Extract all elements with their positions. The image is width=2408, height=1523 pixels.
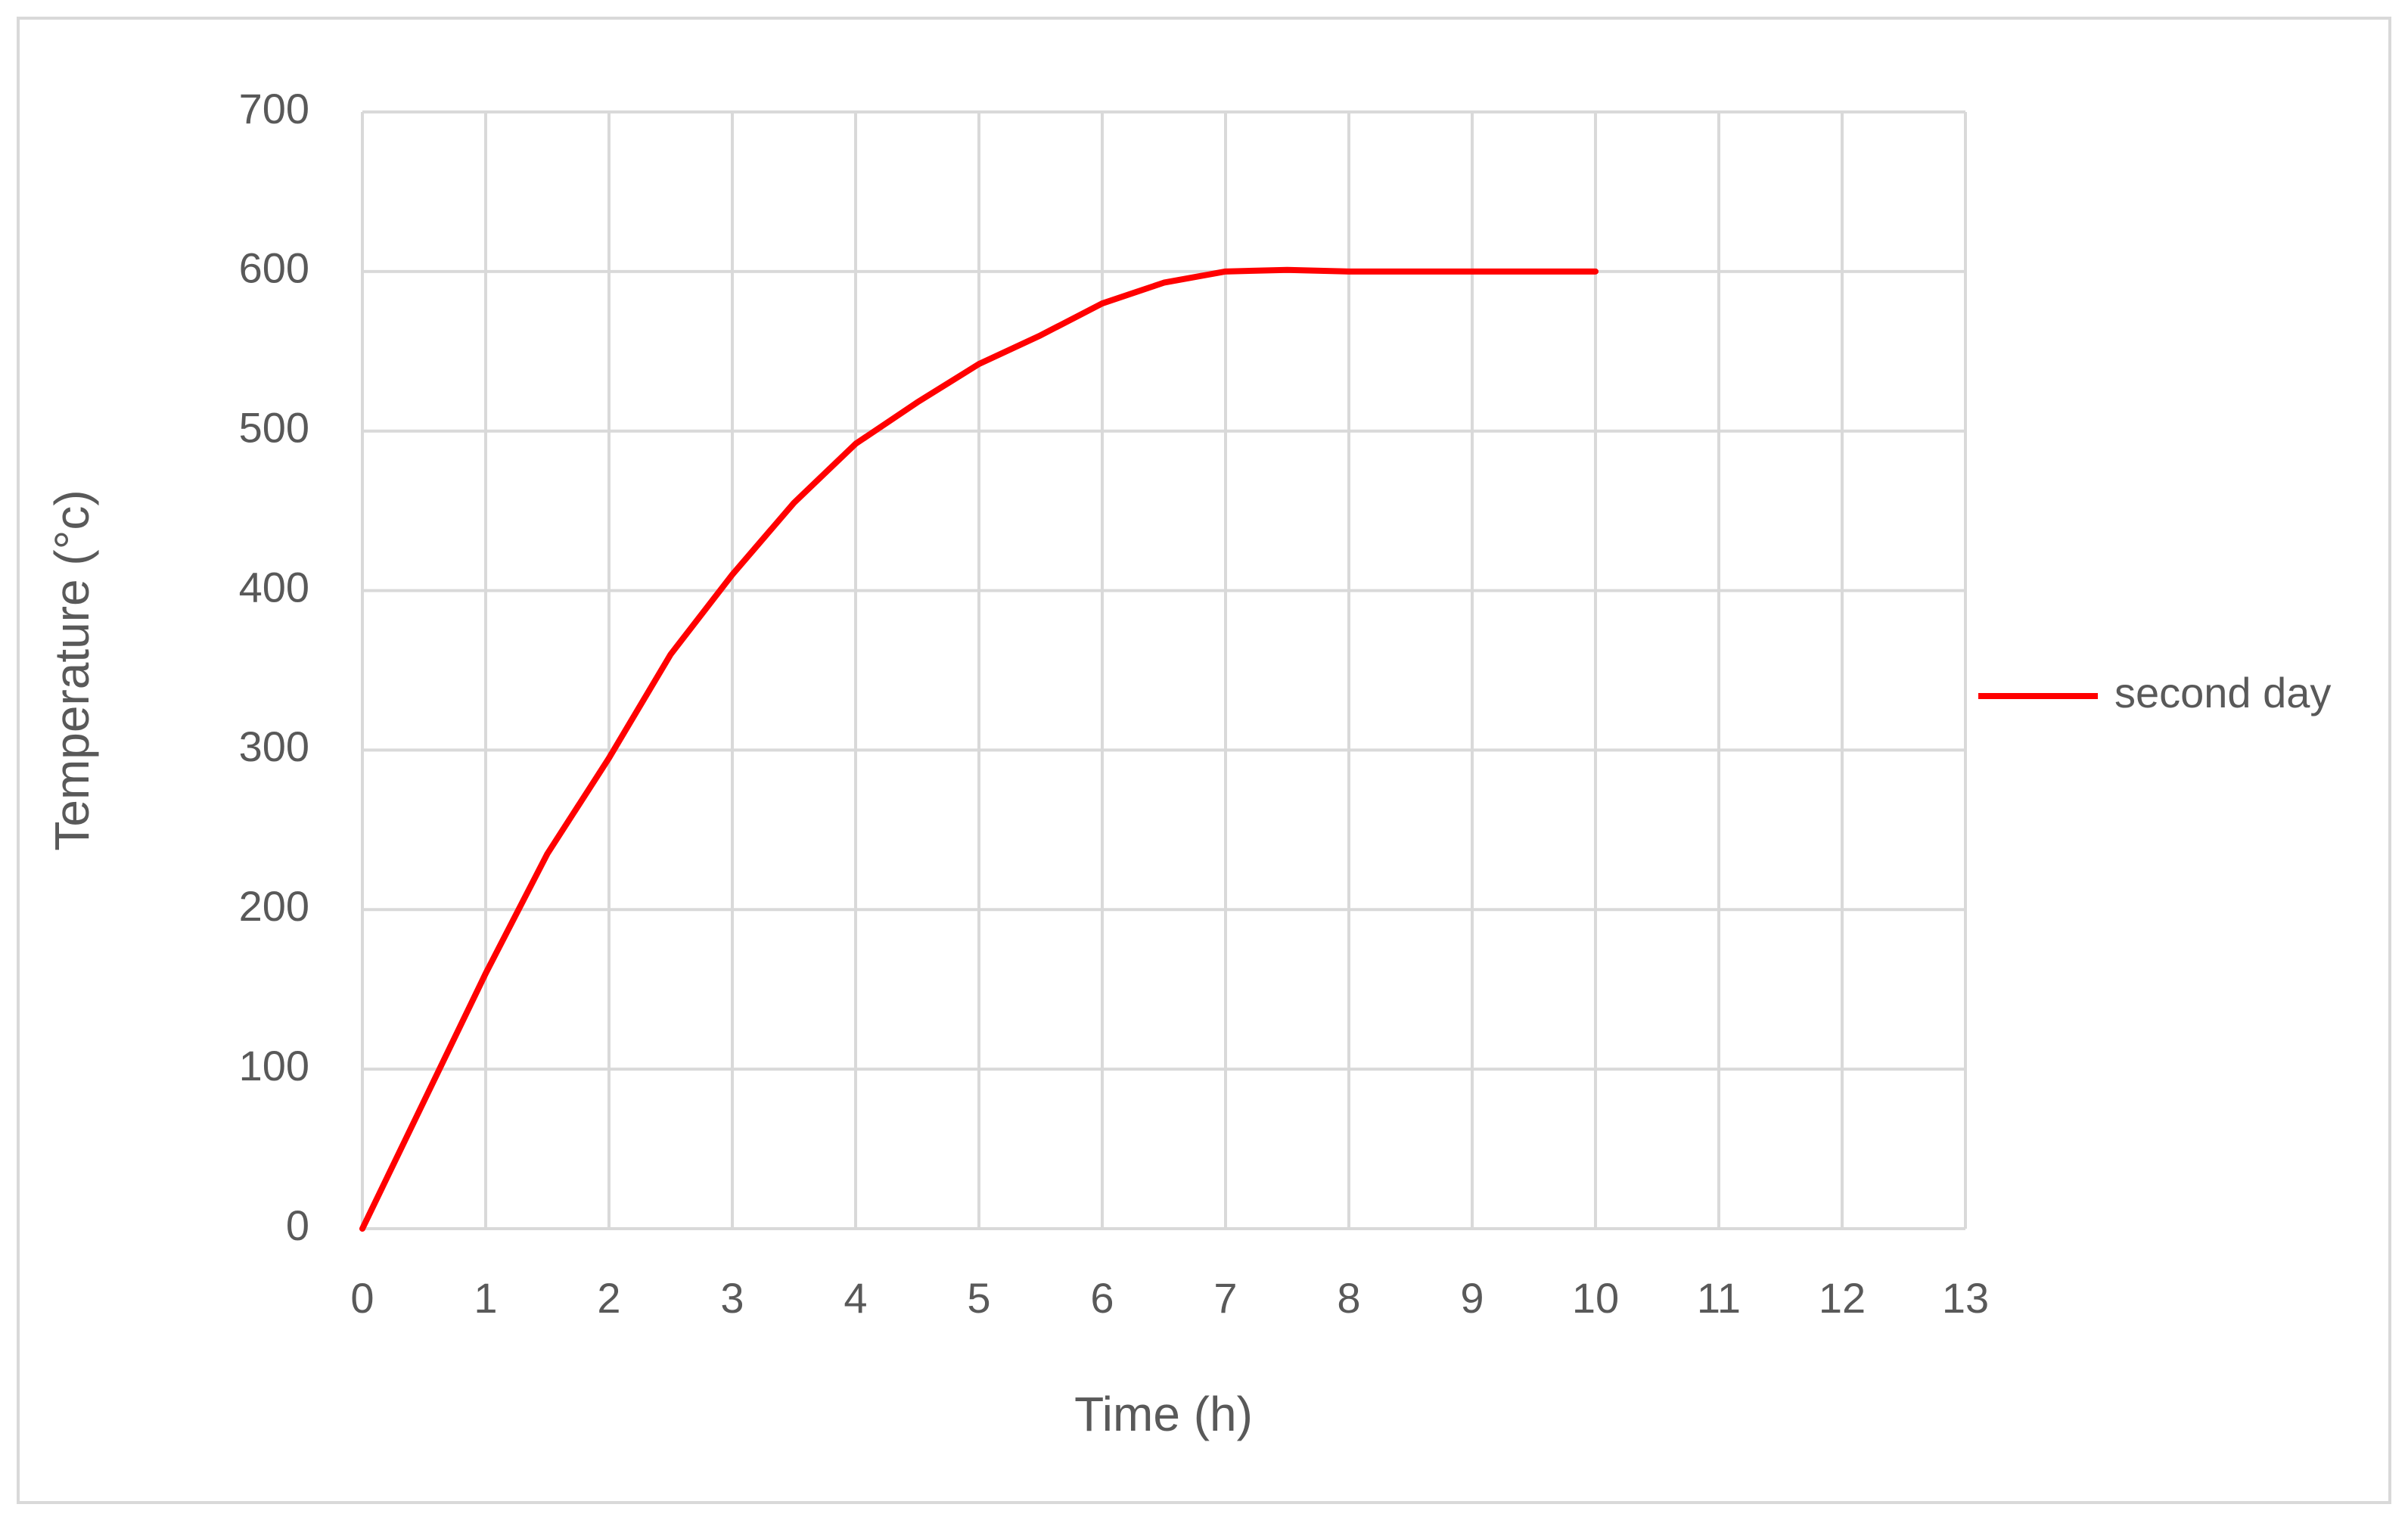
y-axis-title: Temperature (°c) (45, 490, 99, 850)
x-tick-label: 4 (844, 1274, 867, 1322)
x-tick-label: 9 (1460, 1274, 1484, 1322)
y-tick-label: 600 (239, 244, 309, 292)
x-tick-label: 5 (967, 1274, 990, 1322)
x-tick-label: 10 (1572, 1274, 1619, 1322)
legend-label: second day (2114, 669, 2331, 716)
y-tick-label: 0 (286, 1201, 309, 1249)
x-tick-label: 13 (1942, 1274, 1989, 1322)
x-tick-label: 1 (474, 1274, 497, 1322)
y-tick-label: 100 (239, 1042, 309, 1089)
x-tick-label: 6 (1090, 1274, 1114, 1322)
x-tick-label: 2 (597, 1274, 620, 1322)
x-tick-label: 3 (720, 1274, 744, 1322)
y-tick-label: 500 (239, 404, 309, 452)
y-tick-label: 200 (239, 882, 309, 930)
x-tick-label: 8 (1337, 1274, 1360, 1322)
x-tick-label: 12 (1819, 1274, 1866, 1322)
data-line (359, 266, 1599, 1232)
y-tick-label: 300 (239, 723, 309, 770)
x-axis-title: Time (h) (1074, 1387, 1253, 1441)
x-tick-label: 7 (1213, 1274, 1237, 1322)
y-tick-label: 700 (239, 85, 309, 132)
y-tick-label: 400 (239, 563, 309, 611)
x-tick-label: 11 (1697, 1274, 1741, 1322)
x-tick-label: 0 (350, 1274, 374, 1322)
chart-border (17, 17, 2391, 1504)
